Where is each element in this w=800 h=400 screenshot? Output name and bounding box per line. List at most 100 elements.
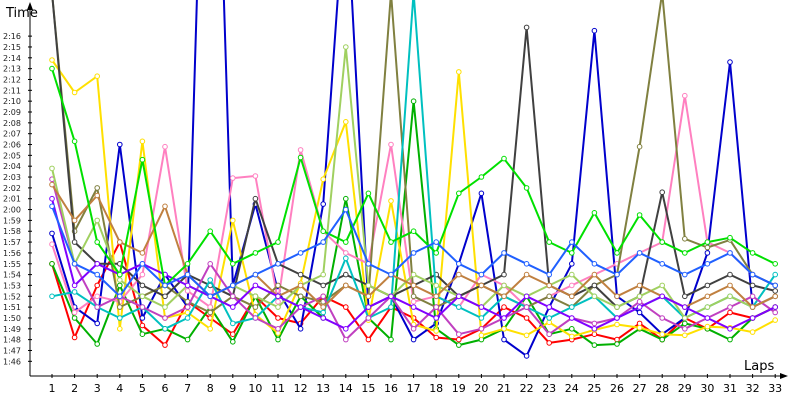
data-point bbox=[636, 250, 643, 256]
data-point bbox=[252, 195, 259, 202]
data-point bbox=[410, 298, 417, 305]
data-point bbox=[365, 261, 372, 267]
data-point bbox=[94, 304, 100, 310]
data-point bbox=[71, 289, 78, 295]
data-point bbox=[636, 298, 643, 305]
y-tick-label: 1:58 bbox=[3, 227, 21, 236]
data-point bbox=[162, 315, 168, 321]
data-point bbox=[207, 309, 213, 316]
y-tick-label: 2:08 bbox=[3, 119, 21, 128]
data-point bbox=[727, 59, 733, 65]
data-point bbox=[139, 156, 146, 163]
y-tick-label: 1:46 bbox=[3, 357, 21, 366]
data-point bbox=[456, 304, 462, 310]
data-point bbox=[546, 304, 553, 310]
data-point bbox=[591, 320, 598, 327]
data-point bbox=[501, 155, 507, 162]
data-point bbox=[727, 293, 733, 300]
data-point bbox=[772, 304, 779, 310]
x-tick-label: 9 bbox=[229, 382, 236, 395]
data-point bbox=[772, 288, 779, 294]
data-point bbox=[546, 315, 553, 321]
data-point bbox=[591, 261, 598, 267]
data-point bbox=[704, 323, 711, 330]
data-point bbox=[659, 282, 666, 289]
data-point bbox=[569, 304, 575, 310]
data-point bbox=[162, 282, 168, 289]
data-point bbox=[523, 353, 530, 359]
data-point bbox=[207, 228, 213, 234]
data-point bbox=[388, 336, 394, 343]
y-tick-label: 2:06 bbox=[3, 141, 21, 150]
data-point bbox=[230, 217, 236, 224]
y-tick-label: 1:57 bbox=[3, 238, 21, 247]
data-point bbox=[49, 165, 55, 172]
data-point bbox=[410, 326, 417, 332]
data-point bbox=[94, 239, 100, 245]
data-point bbox=[320, 201, 327, 207]
data-point bbox=[591, 293, 598, 300]
data-point bbox=[501, 315, 507, 321]
data-point bbox=[614, 250, 620, 256]
data-point bbox=[139, 315, 146, 321]
data-point bbox=[456, 331, 462, 338]
data-point bbox=[343, 250, 349, 256]
data-point bbox=[704, 282, 711, 289]
data-point bbox=[659, 336, 666, 343]
data-point bbox=[71, 309, 78, 316]
data-point bbox=[682, 320, 688, 327]
data-point bbox=[749, 250, 756, 256]
y-tick-label: 1:50 bbox=[3, 314, 21, 323]
data-point bbox=[704, 261, 711, 267]
data-point bbox=[49, 181, 55, 188]
data-point bbox=[49, 261, 55, 267]
data-point bbox=[297, 293, 304, 300]
y-tick-label: 2:05 bbox=[3, 151, 21, 160]
data-point bbox=[297, 282, 304, 289]
data-point bbox=[139, 271, 146, 278]
data-point bbox=[456, 336, 462, 343]
x-tick-label: 11 bbox=[271, 382, 285, 395]
data-point bbox=[117, 141, 123, 148]
data-point bbox=[682, 293, 688, 300]
x-tick-label: 12 bbox=[294, 382, 308, 395]
y-tick-label: 2:03 bbox=[3, 173, 21, 182]
data-point bbox=[704, 293, 711, 300]
data-point bbox=[569, 239, 575, 245]
data-point bbox=[139, 261, 146, 267]
data-point bbox=[388, 239, 394, 245]
y-tick-label: 1:53 bbox=[3, 281, 21, 290]
data-point bbox=[456, 261, 462, 267]
data-point bbox=[139, 331, 146, 338]
data-point bbox=[772, 293, 779, 300]
x-tick-label: 22 bbox=[520, 382, 534, 395]
data-point bbox=[546, 293, 553, 300]
data-point bbox=[343, 195, 349, 202]
data-point bbox=[117, 271, 123, 278]
data-point bbox=[94, 192, 100, 199]
data-point bbox=[682, 236, 688, 242]
data-point bbox=[320, 228, 327, 234]
data-point bbox=[523, 332, 530, 339]
data-point bbox=[49, 241, 55, 247]
y-tick-label: 2:14 bbox=[3, 54, 21, 63]
data-point bbox=[614, 321, 620, 328]
data-point bbox=[343, 255, 349, 262]
x-tick-label: 8 bbox=[207, 382, 214, 395]
data-point bbox=[230, 339, 236, 345]
data-point bbox=[546, 239, 553, 245]
data-point bbox=[523, 315, 530, 321]
data-point bbox=[659, 189, 666, 195]
data-point bbox=[456, 342, 462, 348]
data-point bbox=[433, 239, 440, 245]
x-tick-label: 1 bbox=[49, 382, 56, 395]
data-point bbox=[230, 261, 236, 267]
data-point bbox=[71, 239, 78, 245]
data-point bbox=[410, 293, 417, 300]
data-point bbox=[71, 89, 78, 96]
data-point bbox=[772, 261, 779, 267]
y-tick-label: 2:09 bbox=[3, 108, 21, 117]
data-point bbox=[546, 331, 553, 338]
data-point bbox=[478, 190, 485, 197]
